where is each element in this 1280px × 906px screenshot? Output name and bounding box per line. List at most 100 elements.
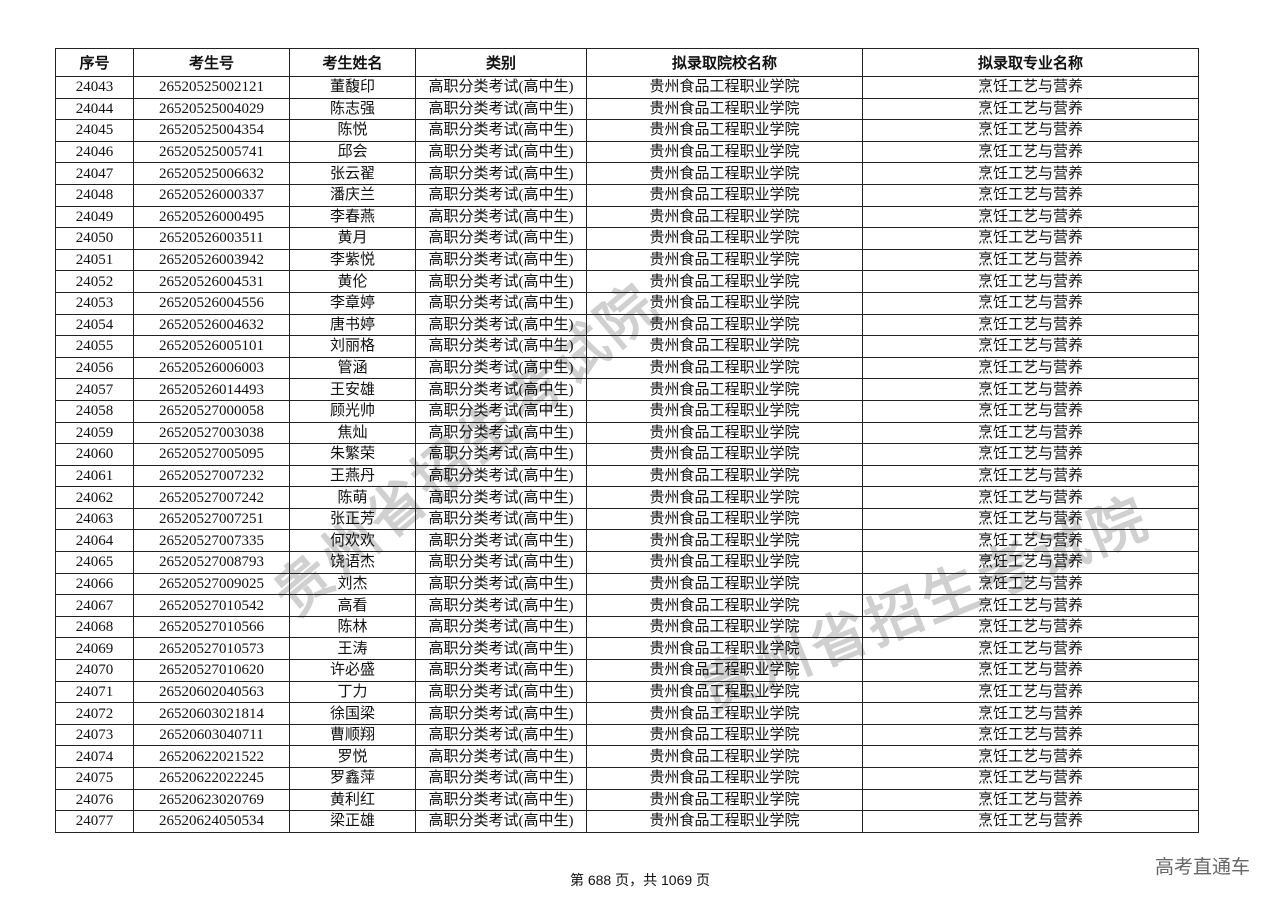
cell-category: 高职分类考试(高中生) (415, 486, 587, 509)
cell-school: 贵州食品工程职业学院 (586, 378, 863, 401)
table-row: 24058 26520527000058 顾光帅 高职分类考试(高中生) 贵州食品工程职… (55, 399, 1199, 423)
table-row: 24072 26520603021814 徐国梁 高职分类考试(高中生) 贵州食品工程职… (55, 702, 1199, 725)
cell-major: 烹饪工艺与营养 (862, 205, 1199, 229)
cell-candidate-id: 26520603040711 (133, 723, 290, 747)
cell-school: 贵州食品工程职业学院 (586, 205, 863, 229)
cell-school: 贵州食品工程职业学院 (586, 183, 863, 207)
cell-candidate-name: 顾光帅 (289, 399, 416, 423)
cell-major: 烹饪工艺与营养 (862, 723, 1199, 747)
cell-category: 高职分类考试(高中生) (415, 421, 587, 445)
cell-school: 贵州食品工程职业学院 (586, 659, 863, 682)
cell-candidate-name: 董馥印 (289, 76, 416, 99)
cell-candidate-id: 26520527007232 (133, 464, 290, 488)
table-row: 24075 26520622022245 罗鑫萍 高职分类考试(高中生) 贵州食品工程职… (55, 767, 1199, 790)
cell-candidate-name: 陈悦 (289, 119, 416, 142)
cell-candidate-id: 26520527009025 (133, 572, 290, 596)
table-row: 24066 26520527009025 刘杰 高职分类考试(高中生) 贵州食品工程职业… (55, 572, 1199, 596)
cell-major: 烹饪工艺与营养 (862, 183, 1199, 207)
header-school: 拟录取院校名称 (586, 48, 863, 77)
cell-major: 烹饪工艺与营养 (862, 529, 1199, 553)
cell-candidate-id: 26520526014493 (133, 378, 290, 401)
header-candidate-name: 考生姓名 (289, 48, 416, 77)
cell-school: 贵州食品工程职业学院 (586, 680, 863, 704)
cell-seq: 24073 (55, 723, 134, 747)
cell-candidate-name: 张正芳 (289, 507, 416, 531)
cell-category: 高职分类考试(高中生) (415, 335, 587, 358)
cell-category: 高职分类考试(高中生) (415, 464, 587, 488)
table-row: 24077 26520624050534 梁正雄 高职分类考试(高中生) 贵州食品工程职… (55, 810, 1199, 833)
cell-candidate-name: 焦灿 (289, 421, 416, 445)
cell-major: 烹饪工艺与营养 (862, 291, 1199, 315)
cell-school: 贵州食品工程职业学院 (586, 723, 863, 747)
header-category: 类别 (415, 48, 587, 77)
cell-candidate-id: 26520624050534 (133, 810, 290, 833)
cell-major: 烹饪工艺与营养 (862, 162, 1199, 185)
cell-category: 高职分类考试(高中生) (415, 119, 587, 142)
table-row: 24065 26520527008793 饶语杰 高职分类考试(高中生) 贵州食品工程职… (55, 551, 1199, 574)
cell-candidate-id: 26520526004632 (133, 313, 290, 337)
cell-major: 烹饪工艺与营养 (862, 443, 1199, 466)
cell-category: 高职分类考试(高中生) (415, 399, 587, 423)
cell-candidate-id: 26520527003038 (133, 421, 290, 445)
cell-school: 贵州食品工程职业学院 (586, 594, 863, 617)
table-row: 24048 26520526000337 潘庆兰 高职分类考试(高中生) 贵州食品工程职… (55, 183, 1199, 207)
cell-seq: 24045 (55, 119, 134, 142)
cell-candidate-name: 罗悦 (289, 745, 416, 768)
cell-candidate-id: 26520526004556 (133, 291, 290, 315)
table-row: 24053 26520526004556 李章婷 高职分类考试(高中生) 贵州食品工程职… (55, 291, 1199, 315)
cell-seq: 24052 (55, 270, 134, 293)
cell-seq: 24049 (55, 205, 134, 229)
table-row: 24073 26520603040711 曹顺翔 高职分类考试(高中生) 贵州食品工程职… (55, 723, 1199, 747)
table-row: 24050 26520526003511 黄月 高职分类考试(高中生) 贵州食品工程职业… (55, 227, 1199, 250)
cell-candidate-id: 26520526000337 (133, 183, 290, 207)
cell-seq: 24064 (55, 529, 134, 553)
cell-category: 高职分类考试(高中生) (415, 97, 587, 121)
cell-category: 高职分类考试(高中生) (415, 702, 587, 725)
cell-seq: 24063 (55, 507, 134, 531)
table-row: 24051 26520526003942 李紫悦 高职分类考试(高中生) 贵州食品工程职… (55, 248, 1199, 272)
cell-seq: 24077 (55, 810, 134, 833)
cell-school: 贵州食品工程职业学院 (586, 572, 863, 596)
cell-category: 高职分类考试(高中生) (415, 594, 587, 617)
table-row: 24062 26520527007242 陈萌 高职分类考试(高中生) 贵州食品工程职业… (55, 486, 1199, 509)
cell-candidate-id: 26520526006003 (133, 356, 290, 380)
cell-school: 贵州食品工程职业学院 (586, 313, 863, 337)
cell-candidate-name: 陈志强 (289, 97, 416, 121)
cell-school: 贵州食品工程职业学院 (586, 529, 863, 553)
cell-major: 烹饪工艺与营养 (862, 572, 1199, 596)
cell-category: 高职分类考试(高中生) (415, 248, 587, 272)
cell-seq: 24076 (55, 788, 134, 812)
cell-school: 贵州食品工程职业学院 (586, 551, 863, 574)
table-row: 24045 26520525004354 陈悦 高职分类考试(高中生) 贵州食品工程职业… (55, 119, 1199, 142)
cell-candidate-id: 26520623020769 (133, 788, 290, 812)
cell-seq: 24066 (55, 572, 134, 596)
cell-candidate-name: 管涵 (289, 356, 416, 380)
cell-candidate-id: 26520622021522 (133, 745, 290, 768)
cell-candidate-id: 26520527010620 (133, 659, 290, 682)
cell-major: 烹饪工艺与营养 (862, 356, 1199, 380)
cell-category: 高职分类考试(高中生) (415, 162, 587, 185)
cell-seq: 24060 (55, 443, 134, 466)
cell-seq: 24075 (55, 767, 134, 790)
cell-major: 烹饪工艺与营养 (862, 615, 1199, 639)
cell-seq: 24059 (55, 421, 134, 445)
cell-school: 贵州食品工程职业学院 (586, 162, 863, 185)
cell-school: 贵州食品工程职业学院 (586, 291, 863, 315)
header-candidate-id: 考生号 (133, 48, 290, 77)
cell-candidate-name: 张云翟 (289, 162, 416, 185)
cell-category: 高职分类考试(高中生) (415, 183, 587, 207)
cell-candidate-id: 26520525002121 (133, 76, 290, 99)
table-row: 24064 26520527007335 何欢欢 高职分类考试(高中生) 贵州食品工程职… (55, 529, 1199, 553)
cell-candidate-name: 刘丽格 (289, 335, 416, 358)
table-row: 24076 26520623020769 黄利红 高职分类考试(高中生) 贵州食品工程职… (55, 788, 1199, 812)
cell-seq: 24070 (55, 659, 134, 682)
cell-school: 贵州食品工程职业学院 (586, 507, 863, 531)
table-row: 24067 26520527010542 高看 高职分类考试(高中生) 贵州食品工程职业… (55, 594, 1199, 617)
cell-category: 高职分类考试(高中生) (415, 205, 587, 229)
table-row: 24068 26520527010566 陈林 高职分类考试(高中生) 贵州食品工程职业… (55, 615, 1199, 639)
cell-major: 烹饪工艺与营养 (862, 140, 1199, 164)
cell-candidate-name: 李章婷 (289, 291, 416, 315)
cell-candidate-name: 丁力 (289, 680, 416, 704)
cell-candidate-id: 26520527010566 (133, 615, 290, 639)
cell-major: 烹饪工艺与营养 (862, 810, 1199, 833)
